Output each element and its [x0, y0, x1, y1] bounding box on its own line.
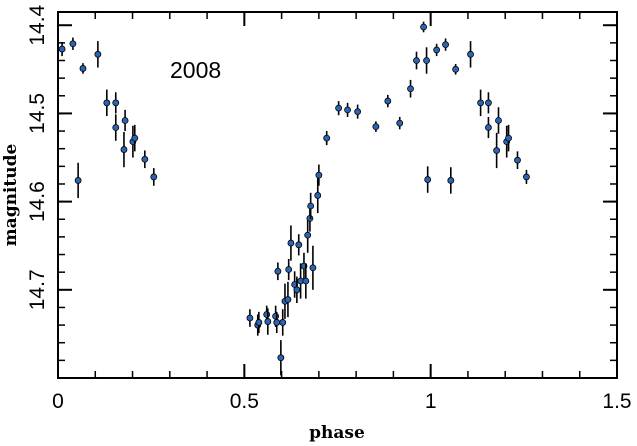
data-point	[354, 108, 362, 116]
data-point	[523, 173, 530, 181]
data-point	[396, 119, 404, 127]
data-point	[447, 177, 455, 184]
data-point	[272, 312, 280, 320]
x-axis-label: phase	[309, 423, 365, 443]
data-point	[407, 85, 414, 93]
data-point	[120, 146, 128, 153]
data-point	[141, 155, 149, 163]
data-point	[420, 23, 427, 31]
data-point	[112, 99, 120, 107]
data-point	[315, 171, 323, 179]
data-point	[58, 45, 66, 53]
y-tick-label: 14.5	[26, 93, 49, 134]
data-point	[279, 319, 287, 326]
data-point	[344, 106, 351, 114]
data-point	[485, 99, 492, 107]
x-tick-label: 1.5	[602, 390, 631, 413]
data-point	[335, 104, 343, 112]
data-point	[452, 65, 460, 73]
data-point	[74, 177, 82, 184]
x-tick-label: 0	[52, 390, 64, 413]
y-axis-label: magnitude	[1, 144, 21, 247]
y-tick-label: 14.6	[26, 181, 49, 222]
data-point	[372, 123, 380, 131]
data-point	[94, 50, 102, 58]
data-point	[302, 277, 310, 285]
data-point	[273, 319, 281, 326]
data-point	[493, 147, 501, 154]
data-point	[255, 319, 263, 326]
data-point	[293, 286, 301, 294]
data-point	[424, 176, 432, 183]
data-point	[274, 267, 282, 275]
plot-frame	[57, 11, 618, 379]
data-point	[423, 57, 430, 64]
annotation: 2008	[170, 57, 221, 83]
data-point	[284, 296, 292, 303]
data-point	[121, 117, 129, 124]
x-tick-label: 0.5	[230, 390, 259, 413]
y-tick-label: 14.4	[26, 4, 49, 45]
y-tick-label: 14.7	[26, 269, 49, 310]
data-point	[150, 173, 158, 181]
data-point	[277, 354, 285, 362]
data-point	[263, 311, 271, 318]
data-point	[485, 124, 492, 131]
x-tick-label: 1	[425, 390, 437, 413]
data-point	[442, 41, 449, 49]
data-point	[112, 124, 120, 131]
data-point	[264, 318, 272, 325]
data-point	[505, 134, 512, 142]
data-point	[79, 65, 87, 72]
data-point	[69, 40, 77, 48]
data-point	[287, 239, 295, 247]
data-point	[295, 241, 303, 249]
data-point	[103, 99, 111, 107]
data-point	[384, 97, 392, 105]
data-point	[413, 57, 420, 64]
data-point	[477, 99, 485, 107]
data-point	[467, 50, 474, 58]
data-point	[307, 202, 315, 210]
data-point	[314, 192, 322, 199]
data-point	[304, 231, 312, 239]
data-point	[495, 117, 502, 124]
data-point	[433, 46, 441, 54]
data-point	[323, 134, 331, 142]
data-point	[285, 266, 293, 273]
data-point	[514, 156, 521, 164]
data-point	[246, 314, 254, 322]
data-point	[131, 134, 139, 142]
data-point	[309, 264, 317, 272]
